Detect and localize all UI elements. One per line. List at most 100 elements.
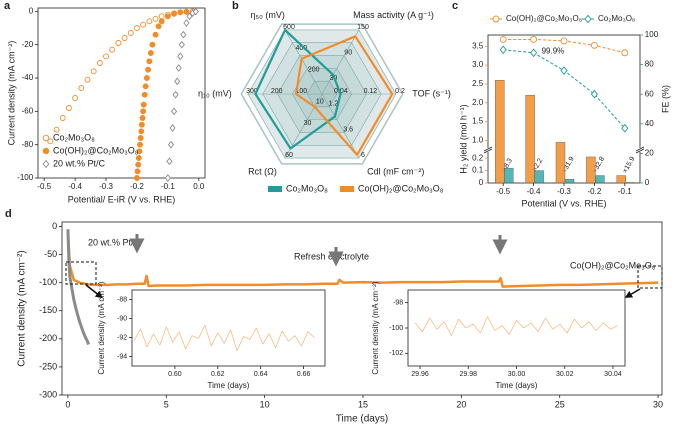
x-tick-label: 20 xyxy=(456,399,466,409)
legend-label: 20 wt.% Pt/C xyxy=(53,158,106,168)
marker xyxy=(96,60,103,66)
axis-break xyxy=(484,148,492,152)
y-tick-label: 0 xyxy=(29,6,34,15)
marker xyxy=(147,50,154,56)
fe-line xyxy=(503,49,626,129)
x-tick-label: -0.5 xyxy=(37,182,51,191)
y-tick-label: 2.0 xyxy=(472,98,484,107)
x-tick-label: 5 xyxy=(164,399,169,409)
marker xyxy=(140,101,147,108)
marker xyxy=(146,58,153,65)
series-label: Co(OH)₂@Co₂Mo₃O₈ xyxy=(570,260,656,270)
marker xyxy=(183,8,190,15)
radar-tick-label: 0.2 xyxy=(395,88,405,95)
x-tick-label: 29.96 xyxy=(411,371,429,378)
marker xyxy=(164,174,171,182)
marker xyxy=(134,175,140,181)
radar-axis-label: η₁₀ (mV) xyxy=(198,88,232,98)
panel-letter: c xyxy=(452,0,458,12)
marker xyxy=(127,30,134,36)
zoom-box xyxy=(637,265,663,289)
marker xyxy=(135,155,142,161)
marker xyxy=(134,168,141,175)
y-tick-label: 60 xyxy=(645,89,654,98)
axis-break xyxy=(635,148,645,154)
marker xyxy=(166,157,173,166)
data-line xyxy=(66,229,90,345)
legend-marker xyxy=(42,159,50,169)
marker xyxy=(146,18,153,25)
marker xyxy=(142,83,149,90)
y-tick-label: 20 xyxy=(645,149,654,158)
marker xyxy=(158,18,165,25)
y-tick-label: -250 xyxy=(39,361,57,371)
y-axis-label: Current density (mA cm⁻²) xyxy=(371,281,380,374)
x-tick-label: 25 xyxy=(555,399,565,409)
radar-tick-label: 30 xyxy=(304,120,312,127)
marker xyxy=(140,108,147,115)
marker xyxy=(167,140,175,149)
marker xyxy=(135,161,142,168)
marker xyxy=(560,37,568,45)
radar-tick-label: 200 xyxy=(308,66,320,73)
legend-swatch xyxy=(268,186,282,192)
y-tick-label: -20 xyxy=(22,40,34,49)
y-tick-label: -60 xyxy=(22,106,34,115)
plot-frame xyxy=(61,221,663,396)
marker xyxy=(152,15,159,22)
marker xyxy=(175,64,182,72)
y-tick-label: 100 xyxy=(645,30,659,39)
axis-break xyxy=(483,148,493,154)
radar-tick-label: 6 xyxy=(361,152,365,159)
x-tick-label: -0.4 xyxy=(68,182,82,191)
marker xyxy=(149,41,156,48)
marker xyxy=(78,85,85,91)
y-tick-label: 0 xyxy=(645,178,650,187)
marker xyxy=(152,31,159,38)
marker xyxy=(530,48,538,58)
y-tick-label: -94 xyxy=(117,353,127,360)
bar xyxy=(495,79,505,184)
bar xyxy=(586,156,596,184)
x-tick-label: 0.64 xyxy=(254,371,268,378)
marker xyxy=(174,77,181,86)
marker xyxy=(169,124,176,132)
marker xyxy=(621,49,629,57)
bar xyxy=(555,142,566,184)
panel-letter: a xyxy=(4,0,11,12)
marker xyxy=(172,90,179,99)
x-tick-label: 0.62 xyxy=(211,371,225,378)
bar xyxy=(534,170,544,184)
marker xyxy=(138,128,145,135)
axis-break xyxy=(635,146,645,152)
marker xyxy=(155,23,162,30)
radar-axis-label: TOF (s⁻¹) xyxy=(412,88,451,98)
y-tick-label: 0.1 xyxy=(472,166,484,175)
marker xyxy=(177,52,184,61)
y-axis-label: Current density (mA cm⁻²) xyxy=(6,41,16,146)
y-tick-label: -150 xyxy=(39,305,57,315)
y-tick-label: -92 xyxy=(117,334,127,341)
legend-marker xyxy=(42,134,50,142)
x-tick-label: 0.60 xyxy=(168,371,182,378)
radar-tick-label: 600 xyxy=(283,24,295,31)
radar-tick-label: 300 xyxy=(246,88,258,95)
x-axis-label: Potential (V vs. RHE) xyxy=(521,198,606,208)
series-label: 20 wt.% Pt/C xyxy=(88,237,141,247)
x-tick-label: -0.2 xyxy=(130,182,144,191)
panel-letter: b xyxy=(232,0,239,12)
radar-tick-label: 3.6 xyxy=(343,126,353,133)
marker xyxy=(137,141,144,148)
x-axis-label: Potential/ E-iR (V vs. RHE) xyxy=(68,194,176,204)
y-tick-label: -300 xyxy=(39,389,57,399)
radar-series xyxy=(295,35,394,156)
y-tick-label: 40 xyxy=(645,119,654,128)
marker xyxy=(590,41,598,49)
marker xyxy=(499,45,507,55)
radar-tick-label: 90 xyxy=(344,49,352,56)
legend-label: Co(OH)₂@Co₂Mo₃O₈ xyxy=(53,145,139,155)
radar-axis-label: Mass activity (A g⁻¹) xyxy=(353,10,434,20)
x-tick-label: -0.1 xyxy=(161,182,175,191)
marker xyxy=(59,115,66,121)
